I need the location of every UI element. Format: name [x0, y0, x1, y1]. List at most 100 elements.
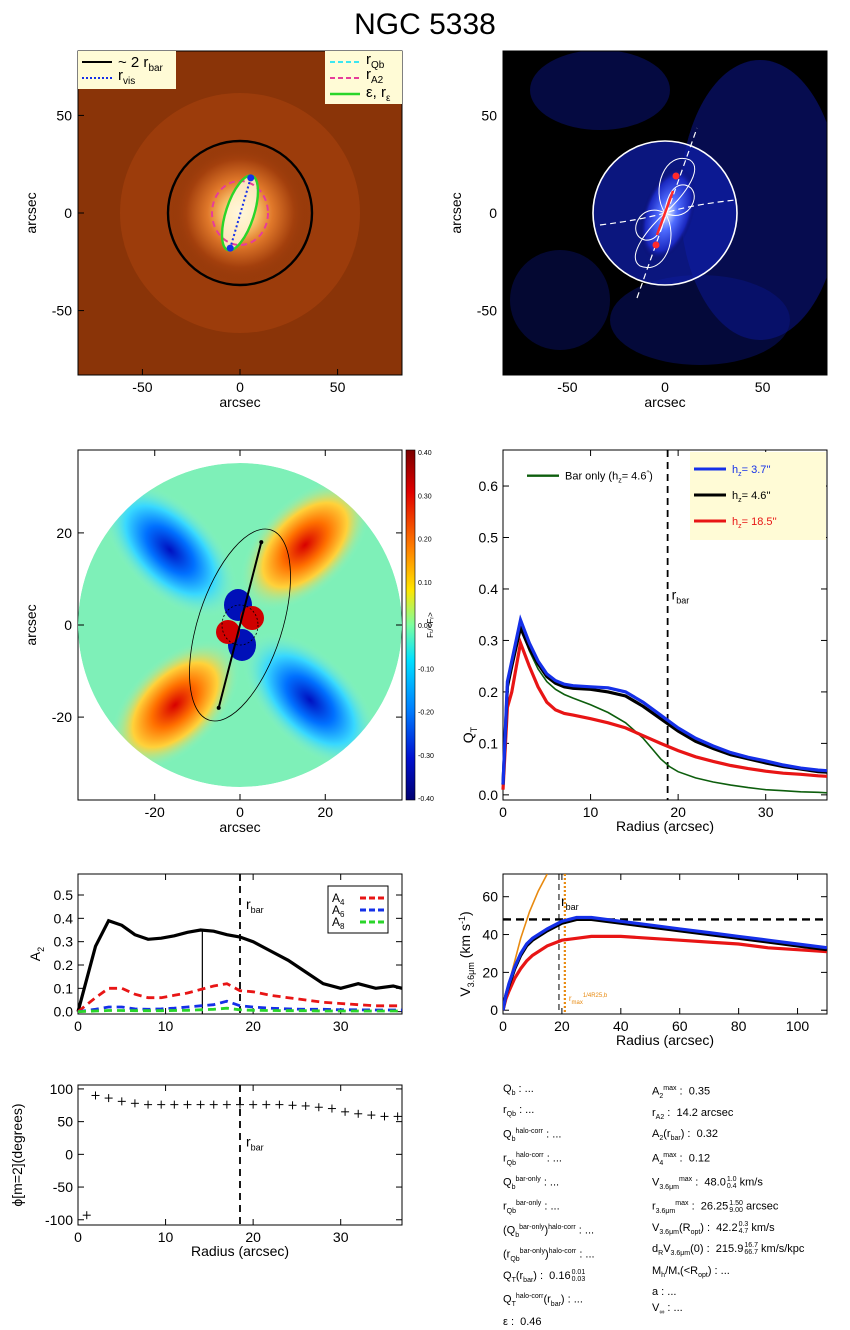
parameter-text: : ... — [575, 1224, 595, 1237]
legend-label: A4 — [332, 891, 345, 907]
x-tick-label: 0 — [499, 1018, 507, 1034]
x-tick-label: 10 — [158, 1229, 174, 1245]
parameter-text: ) : 0.16 — [533, 1270, 571, 1283]
series-line — [76, 918, 403, 1013]
ratio-map-panel: 0.40 0.30 0.20 0.10 0.00 -0.10 -0.20 -0.30 -0.40… — [23, 449, 435, 835]
y-tick-label: 0.2 — [54, 957, 74, 973]
label-part: r — [672, 586, 677, 602]
x-tick-label: 0 — [661, 379, 669, 395]
parameter-text: (0) : 215.9 — [690, 1243, 744, 1256]
positive-lobe — [110, 640, 240, 770]
y-tick-label: 50 — [57, 1114, 73, 1130]
y-tick-label: 0.5 — [479, 530, 499, 546]
parameter-text: : ... — [664, 1302, 683, 1315]
y-tick-label: 20 — [56, 525, 72, 541]
parameter-text: 3.6μm — [659, 1183, 679, 1191]
parameter-row: A2(rbar) : 0.32 — [652, 1126, 804, 1147]
label-part: r — [561, 893, 566, 909]
data-point — [104, 1094, 113, 1103]
uncertainty-upper: 1.0 — [726, 1175, 737, 1183]
figure-canvas: ~ 2 rbar rvis rQb rA2 ε, rε -50 0 50-50050… — [9, 50, 828, 1259]
y-tick-label: 0.0 — [54, 1004, 74, 1020]
butterfly-lobe — [635, 209, 666, 241]
x-axis-label: arcsec — [219, 394, 260, 410]
series-group — [503, 874, 827, 1011]
label-part: = 4.6'' — [742, 490, 771, 502]
negative-lobe — [101, 481, 239, 619]
plot-frame — [502, 873, 828, 1015]
positive-lobe — [240, 480, 370, 610]
bar-major-axis — [655, 190, 675, 236]
parameter-text: ) : ... — [707, 1264, 730, 1277]
parameter-row: V∞ : ... — [652, 1300, 804, 1321]
data-point — [393, 1112, 402, 1121]
data-point — [275, 1100, 284, 1109]
data-point — [249, 1100, 258, 1109]
x-axis-label: Radius (arcsec) — [616, 1032, 714, 1048]
legend-label-eps: ε, rε — [366, 84, 391, 104]
label-part: A — [332, 903, 340, 917]
parameters-left-column: Qb : ... rQb : ... Qbhalo-corr : ... rQbhal… — [503, 1081, 595, 1330]
x-tick-label: 40 — [613, 1018, 629, 1034]
x-tick-label: 50 — [330, 379, 346, 395]
y-tick-label: 0.5 — [54, 887, 74, 903]
label-part: A — [332, 891, 340, 905]
y-tick-label: -50 — [477, 303, 497, 319]
parameter-text: M — [652, 1264, 662, 1277]
uncertainty: 1.0 0.4 — [727, 1176, 737, 1190]
force-max-curve — [599, 199, 736, 226]
data-point — [130, 1099, 139, 1108]
label-part: bar — [566, 902, 579, 912]
series-line — [501, 637, 828, 790]
parameter-text: halo-corr — [515, 1293, 544, 1301]
y-tick-label: 0.4 — [54, 910, 74, 926]
parameter-text: T — [511, 1301, 516, 1309]
two-rbar-circle — [166, 139, 314, 287]
y-tick-label: 0.4 — [479, 581, 499, 597]
data-point — [314, 1103, 323, 1112]
label-part: max — [572, 1000, 583, 1006]
series-line — [503, 915, 827, 1011]
parameter-text: halo-corr — [548, 1223, 576, 1231]
parameter-text: (r — [543, 1294, 551, 1307]
parameter-text: km/s — [748, 1221, 775, 1234]
x-axis-label: arcsec — [219, 819, 260, 835]
x-tick-label: 80 — [731, 1018, 747, 1034]
x-tick-label: 20 — [670, 804, 686, 820]
bar-axis-dashed — [636, 127, 698, 299]
data-point — [380, 1112, 389, 1121]
label-part: 2 — [36, 947, 46, 952]
label-part: bar — [251, 1142, 264, 1152]
y-tick-label: 0.0 — [479, 787, 499, 803]
parameter-row: (rQbbar-only)halo-corr : ... — [503, 1244, 595, 1268]
y-tick-label: 40 — [482, 927, 498, 943]
parameter-text: 3.6μm — [655, 1207, 676, 1215]
parameter-text: bar-only — [519, 1248, 545, 1256]
x-tick-label: 100 — [786, 1018, 810, 1034]
label-part: = 3.7'' — [742, 464, 771, 476]
parameter-text: r — [652, 1107, 656, 1120]
parameter-text: : ... — [543, 1128, 562, 1141]
parameter-text: max — [675, 1199, 689, 1207]
x-tick-label: 20 — [245, 1018, 261, 1034]
core-positive — [216, 620, 240, 644]
plot-frame — [502, 449, 828, 801]
force-image-panel: -50 0 50 -50 0 50 arcsec arcsec — [448, 50, 828, 410]
parameter-text: Qb — [510, 1255, 520, 1263]
parameter-row: Qbhalo-corr : ... — [503, 1124, 595, 1148]
parameter-text: Q — [503, 1270, 512, 1283]
label-part: Q — [460, 732, 476, 743]
label-part: bar — [251, 905, 264, 915]
y-tick-label: 0.3 — [54, 934, 74, 950]
data-point — [209, 1100, 218, 1109]
legend-label-bar-only: Bar only (hz= 4.6′′) — [565, 471, 653, 485]
y-tick-label: 0.3 — [479, 632, 499, 648]
parameter-text: (Q — [503, 1224, 516, 1237]
outer-emission — [530, 51, 670, 130]
label-part: (km s — [457, 924, 473, 962]
parameter-text: Q — [503, 1294, 512, 1307]
y-tick-label: 0.6 — [479, 478, 499, 494]
parameter-text: A — [652, 1085, 660, 1098]
parameter-text: r — [503, 1152, 507, 1165]
label-part: z — [738, 523, 742, 530]
